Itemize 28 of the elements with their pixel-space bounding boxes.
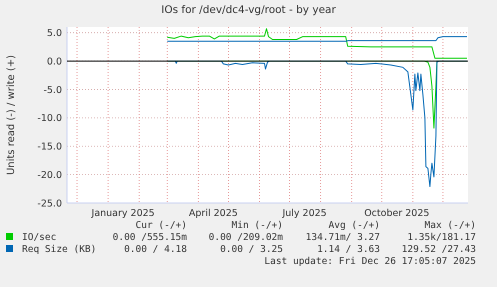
y-tick-label: -25.0: [37, 198, 62, 210]
text: 1.14 / 3.63: [317, 244, 380, 255]
text: Min (-/+): [232, 220, 283, 231]
legend-label: IO/sec: [22, 232, 56, 243]
text: Avg (-/+): [328, 220, 380, 231]
text: 0.00 /209.02m: [208, 232, 284, 243]
chart-title: IOs for /dev/dc4-vg/root - by year: [161, 4, 336, 16]
y-tick-label: -15.0: [37, 142, 62, 153]
legend-label: Req Size (KB): [22, 244, 96, 255]
text: 129.52 /27.43: [402, 244, 476, 255]
y-tick-label: -20.0: [37, 170, 62, 181]
x-tick-label: April 2025: [188, 208, 238, 219]
y-tick-label: -10.0: [37, 113, 62, 124]
y-tick-label: -5.0: [43, 84, 62, 96]
text: Cur (-/+): [136, 220, 187, 231]
text: 0.00 / 4.18: [124, 244, 188, 255]
x-tick-label: January 2025: [90, 208, 155, 219]
text: 134.71m/ 3.27: [306, 232, 380, 243]
text: 1.35k/181.17: [407, 232, 476, 243]
x-tick-label: July 2025: [281, 208, 327, 219]
y-axis-title: Units read (-) / write (+): [6, 54, 17, 176]
text: 0.00 / 3.25: [220, 244, 283, 255]
text: 0.00 /555.15m: [112, 232, 188, 243]
y-tick-label: 5.0: [46, 28, 62, 39]
text: Max (-/+): [424, 220, 476, 231]
y-tick-label: 0.0: [46, 56, 62, 68]
x-tick-label: October 2025: [364, 208, 430, 219]
text: Last update: Fri Dec 26 17:05:07 2025: [264, 256, 476, 267]
